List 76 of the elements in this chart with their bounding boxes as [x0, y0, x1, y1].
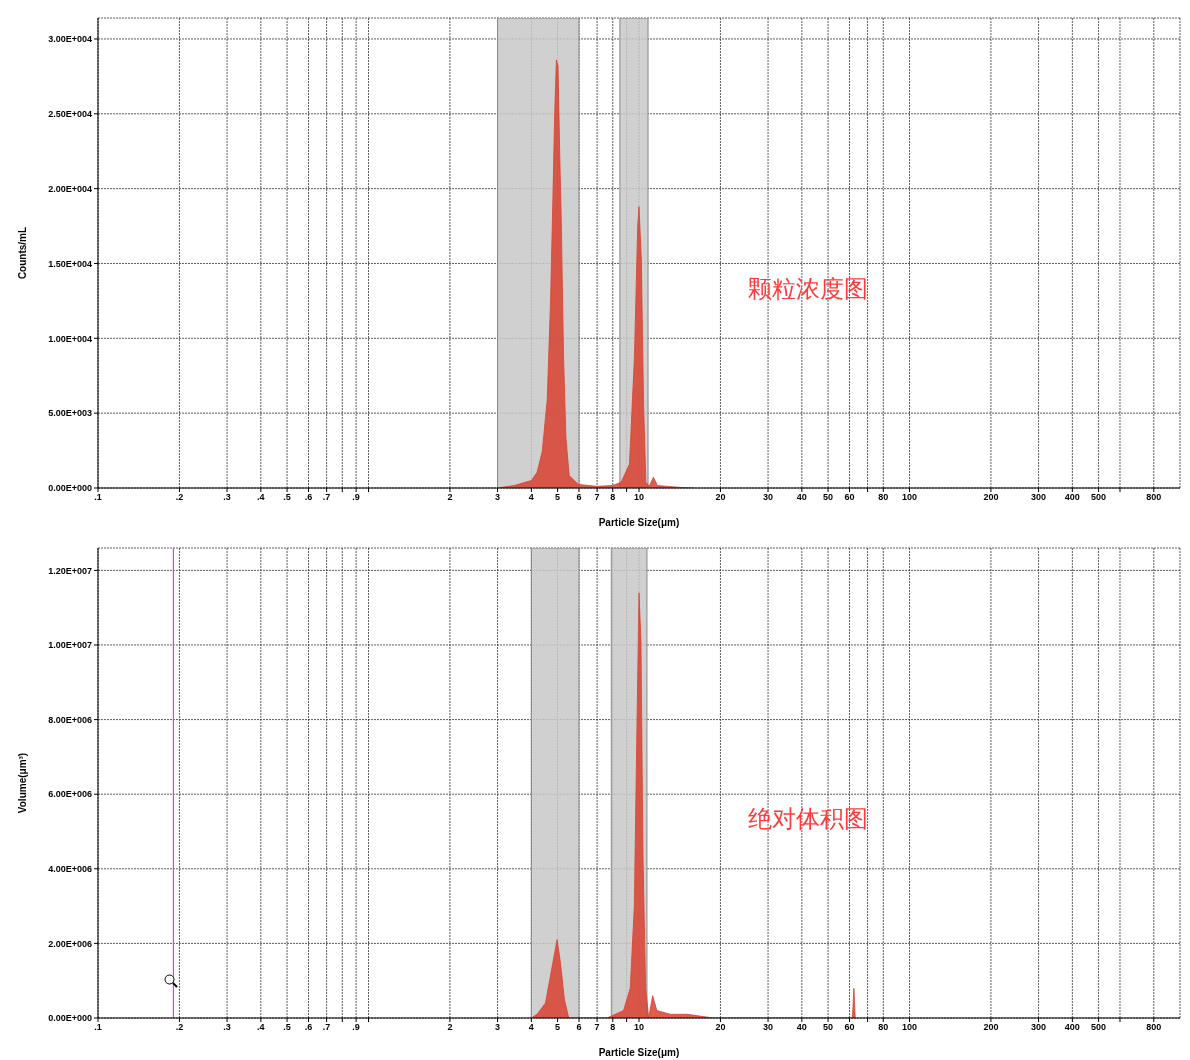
y-tick-label: 3.00E+004	[48, 34, 92, 45]
y-tick-label: 1.00E+004	[48, 333, 92, 344]
x-tick-label: 200	[983, 1022, 999, 1033]
y-tick-label: 4.00E+006	[48, 863, 92, 874]
x-tick-label: 60	[844, 1022, 855, 1033]
x-tick-label: 400	[1064, 492, 1080, 503]
y-tick-label: 1.50E+004	[48, 258, 92, 269]
x-tick-label: 4	[528, 1022, 534, 1033]
x-tick-label: .3	[223, 492, 231, 503]
x-tick-label: .6	[304, 492, 313, 503]
x-tick-label: 800	[1146, 1022, 1162, 1033]
x-tick-label: 7	[594, 1022, 600, 1033]
y-tick-label: 2.00E+004	[48, 183, 92, 194]
annotation: 绝对体积图	[748, 804, 868, 835]
x-tick-label: 2	[447, 492, 453, 503]
x-tick-label: 200	[983, 492, 999, 503]
y-tick-label: 2.50E+004	[48, 108, 92, 119]
x-tick-label: 30	[763, 492, 774, 503]
y-tick-label: 8.00E+006	[48, 714, 92, 725]
x-tick-label: 50	[823, 1022, 834, 1033]
y-tick-label: 0.00E+000	[48, 1013, 92, 1024]
x-tick-label: 5	[555, 492, 561, 503]
x-tick-label: 800	[1146, 492, 1162, 503]
y-tick-label: 6.00E+006	[48, 789, 92, 800]
x-tick-label: .9	[352, 1022, 360, 1033]
y-tick-label: 5.00E+003	[48, 408, 92, 419]
x-tick-label: 500	[1091, 492, 1107, 503]
x-tick-label: 30	[763, 1022, 774, 1033]
x-tick-label: .1	[94, 492, 102, 503]
x-tick-label: 3	[495, 492, 501, 503]
x-tick-label: 5	[555, 1022, 561, 1033]
annotation: 颗粒浓度图	[748, 274, 868, 305]
y-tick-label: 1.20E+007	[48, 565, 92, 576]
x-tick-label: 100	[901, 492, 918, 503]
x-tick-label: 400	[1064, 1022, 1080, 1033]
x-tick-label: 6	[576, 1022, 582, 1033]
x-tick-label: 40	[796, 492, 807, 503]
x-tick-label: 6	[576, 492, 582, 503]
x-tick-label: 8	[610, 492, 616, 503]
x-tick-label: 100	[901, 1022, 918, 1033]
x-tick-label: .7	[322, 492, 331, 503]
x-tick-label: .7	[322, 1022, 331, 1033]
x-tick-label: 7	[594, 492, 600, 503]
x-tick-label: 500	[1091, 1022, 1107, 1033]
x-tick-label: 4	[528, 492, 534, 503]
y-tick-label: 0.00E+000	[48, 483, 92, 494]
x-tick-label: 80	[878, 1022, 889, 1033]
x-tick-label: .9	[352, 492, 360, 503]
x-tick-label: .6	[304, 1022, 313, 1033]
x-tick-label: .2	[175, 492, 184, 503]
x-tick-label: .4	[257, 492, 265, 503]
x-tick-label: 300	[1031, 1022, 1047, 1033]
x-tick-label: .1	[94, 1022, 102, 1033]
x-tick-label: .2	[175, 1022, 184, 1033]
x-tick-label: .5	[283, 492, 291, 503]
x-tick-label: 10	[633, 1022, 645, 1033]
y-tick-label: 1.00E+007	[48, 640, 92, 651]
x-axis-title: Particle Size(μm)	[598, 1047, 680, 1058]
x-tick-label: 20	[715, 492, 726, 503]
x-tick-label: 300	[1031, 492, 1047, 503]
x-tick-label: .3	[223, 1022, 231, 1033]
y-axis-title: Counts/mL	[16, 226, 28, 280]
x-tick-label: 60	[844, 492, 855, 503]
x-tick-label: 80	[878, 492, 889, 503]
x-axis-title: Particle Size(μm)	[598, 517, 680, 528]
x-tick-label: 20	[715, 1022, 726, 1033]
x-tick-label: 50	[823, 492, 834, 503]
x-tick-label: 3	[495, 1022, 501, 1033]
x-tick-label: 8	[610, 1022, 616, 1033]
x-tick-label: 10	[633, 492, 645, 503]
x-tick-label: .5	[283, 1022, 291, 1033]
y-axis-title: Volume(μm³)	[16, 752, 28, 814]
x-tick-label: .4	[257, 1022, 265, 1033]
y-tick-label: 2.00E+006	[48, 938, 92, 949]
x-tick-label: 40	[796, 1022, 807, 1033]
x-tick-label: 2	[447, 1022, 453, 1033]
